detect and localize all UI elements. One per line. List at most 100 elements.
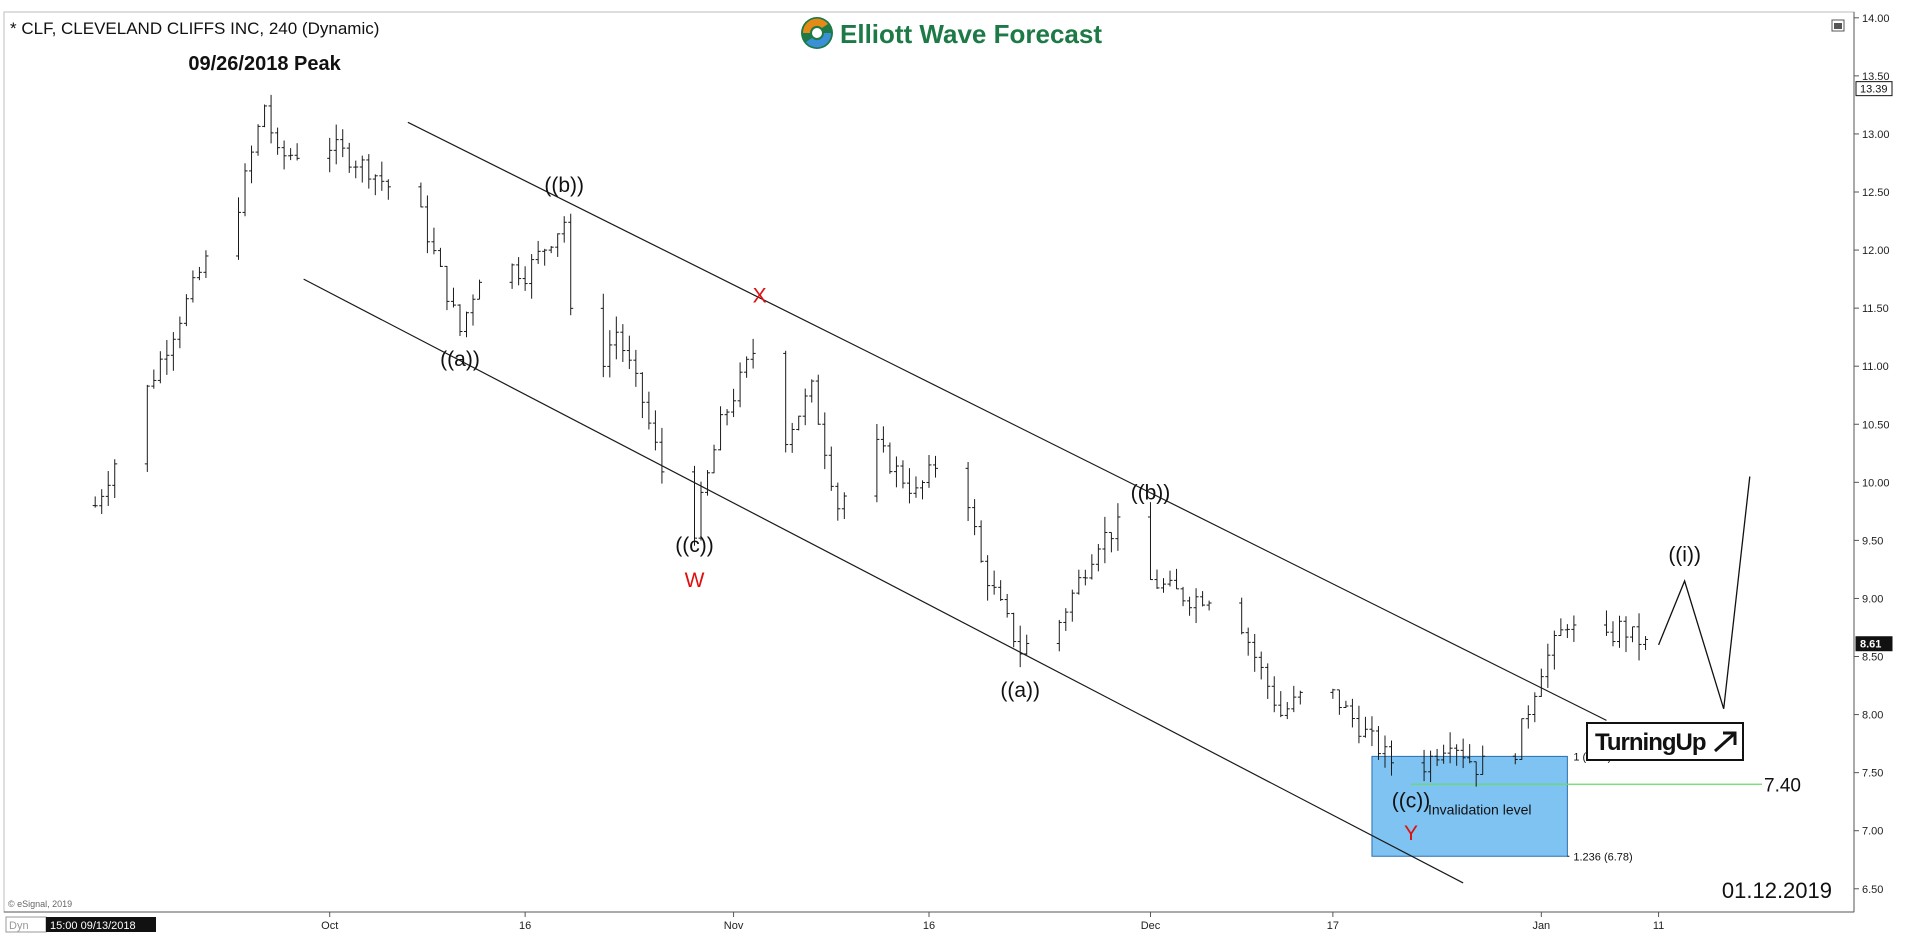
wave-label: ((b)) — [1131, 482, 1171, 505]
ohlc-bar — [1630, 626, 1636, 643]
ohlc-bar — [1480, 745, 1486, 775]
turningup-text: TurningUp — [1595, 729, 1706, 756]
ohlc-bar — [1389, 740, 1394, 776]
ohlc-bar — [450, 287, 456, 308]
price-marker-label: 8.61 — [1860, 639, 1881, 651]
ohlc-bar — [177, 316, 183, 349]
target-zone-low-label: 1.236 (6.78) — [1573, 851, 1632, 863]
ohlc-bar — [522, 266, 528, 291]
ohlc-bar — [1115, 503, 1121, 551]
ohlc-bar — [1265, 663, 1271, 699]
ohlc-bar — [985, 555, 991, 601]
ohlc-bar — [1571, 615, 1577, 642]
ohlc-bar — [913, 476, 919, 498]
ohlc-bar — [659, 427, 665, 484]
degree-label: X — [753, 284, 767, 307]
ohlc-bar — [1147, 502, 1153, 581]
ohlc-bar — [477, 279, 483, 300]
ohlc-bar — [242, 163, 248, 217]
ohlc-bar — [1538, 668, 1544, 697]
ohlc-bar — [1434, 748, 1440, 767]
ohlc-bar — [1343, 700, 1349, 708]
ohlc-bar — [978, 520, 984, 563]
window-restore-icon[interactable] — [1831, 19, 1845, 32]
ohlc-bar — [705, 470, 711, 496]
ohlc-bar — [568, 213, 574, 316]
ohlc-bar — [144, 384, 150, 472]
ohlc-bar — [906, 468, 912, 504]
ohlc-bar — [783, 350, 789, 453]
ohlc-bar — [444, 265, 450, 311]
ohlc-bar — [385, 179, 391, 200]
wave-label: 09/26/2018 Peak — [188, 53, 341, 75]
ohlc-bar — [1200, 591, 1206, 607]
ohlc-bar — [880, 426, 886, 453]
arrow-up-right-icon — [1713, 731, 1737, 753]
y-tick-label: 6.50 — [1862, 884, 1883, 896]
y-tick-label: 12.00 — [1862, 245, 1890, 257]
ohlc-bar — [1291, 685, 1297, 713]
ohlc-bar — [828, 446, 834, 491]
ohlc-bar — [802, 388, 808, 426]
y-tick-label: 10.50 — [1862, 419, 1890, 431]
wave-label: ((a)) — [1000, 679, 1040, 702]
x-tick-label: 11 — [1653, 920, 1664, 932]
ohlc-bar — [112, 459, 118, 499]
ohlc-bar — [1564, 624, 1570, 639]
ohlc-bar — [1063, 608, 1069, 631]
ohlc-bar — [1636, 613, 1642, 661]
ohlc-bar — [431, 227, 437, 255]
ohlc-bar — [294, 143, 300, 161]
ohlc-bar — [1069, 589, 1075, 622]
ohlc-bar — [457, 304, 463, 337]
ohlc-bar — [1330, 688, 1336, 699]
ohlc-bar — [822, 412, 828, 470]
ohlc-bar — [1278, 691, 1284, 718]
ohlc-bar — [418, 182, 424, 208]
x-tick-label: 17 — [1327, 920, 1339, 932]
ohlc-bar — [718, 406, 724, 451]
ohlc-bar — [1206, 600, 1212, 611]
ohlc-bar — [998, 580, 1004, 601]
ohlc-bar — [535, 240, 541, 264]
ohlc-bar — [1167, 570, 1173, 587]
degree-label: Y — [1404, 822, 1418, 845]
elliott-wave-logo: Elliott Wave Forecast — [801, 17, 1102, 49]
price-marker-box — [1855, 81, 1893, 97]
ohlc-bar — [268, 94, 274, 144]
ohlc-bar — [835, 482, 841, 521]
ohlc-bar — [1284, 702, 1290, 720]
ohlc-bar — [437, 247, 443, 267]
ohlc-bar — [529, 254, 535, 299]
ohlc-bar — [1349, 698, 1355, 728]
ohlc-bar — [1258, 651, 1264, 680]
ohlc-bar — [737, 362, 743, 408]
ohlc-bar — [379, 161, 385, 191]
ohlc-bar — [203, 250, 209, 278]
y-tick-label: 9.00 — [1862, 593, 1883, 605]
ohlc-bar — [157, 351, 163, 384]
ohlc-bar — [972, 499, 978, 536]
ohlc-bar — [796, 415, 802, 431]
ohlc-bar — [1616, 615, 1622, 648]
ohlc-bar — [633, 349, 639, 387]
ohlc-bar — [600, 293, 606, 378]
ohlc-bar — [652, 410, 658, 451]
ohlc-bar — [1245, 627, 1251, 656]
ohlc-bar — [275, 127, 281, 155]
ohlc-bar — [99, 489, 105, 514]
y-tick-label: 10.00 — [1862, 477, 1890, 489]
ohlc-bar — [1161, 578, 1167, 593]
ohlc-bar — [1252, 633, 1258, 672]
ohlc-bar — [626, 335, 632, 370]
ohlc-bar — [1180, 586, 1186, 607]
ohlc-bar — [1525, 705, 1531, 729]
symbol-title: * CLF, CLEVELAND CLIFFS INC, 240 (Dynami… — [10, 19, 379, 38]
logo-text: Elliott Wave Forecast — [840, 19, 1102, 49]
ohlc-bar — [548, 246, 554, 254]
ohlc-bar — [164, 340, 170, 375]
ohlc-bar — [1382, 735, 1388, 768]
invalidation-value: 7.40 — [1764, 775, 1801, 796]
ohlc-bar — [151, 369, 157, 389]
ohlc-bar — [607, 330, 613, 378]
